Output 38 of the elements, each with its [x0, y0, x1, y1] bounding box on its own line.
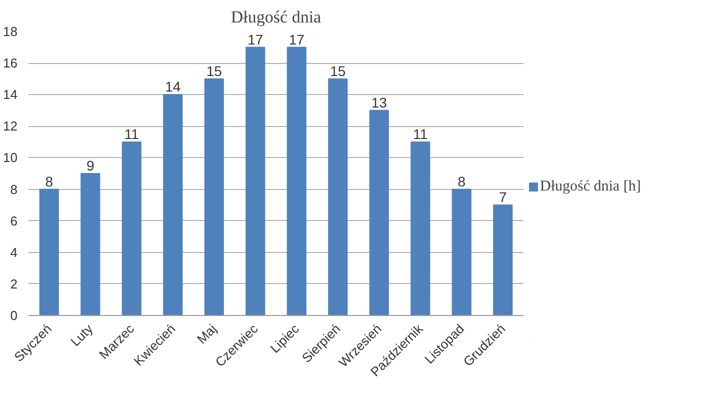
x-tick-label: Maj: [194, 321, 220, 347]
y-tick-label: 10: [3, 150, 18, 166]
bar: [80, 173, 100, 316]
bar: [163, 94, 183, 316]
y-tick-label: 12: [3, 118, 18, 134]
bar: [493, 204, 513, 316]
data-label: 17: [288, 31, 305, 48]
data-label: 14: [165, 78, 181, 95]
data-label: 15: [206, 62, 222, 79]
bar: [452, 188, 472, 316]
data-label: 7: [498, 189, 507, 206]
y-tick-label: 16: [3, 56, 18, 71]
data-label: 8: [458, 173, 466, 190]
bar: [246, 46, 266, 316]
data-label: 9: [86, 158, 94, 174]
bar: [39, 188, 59, 316]
x-tick-label: Luty: [68, 320, 96, 350]
chart-title: Długość dnia: [230, 8, 322, 26]
data-label: 11: [413, 126, 428, 142]
legend-label: Długość dnia [h]: [540, 178, 641, 195]
bar: [410, 141, 430, 316]
bar: [369, 110, 389, 316]
y-tick-label: 14: [3, 87, 18, 102]
bar: [122, 141, 142, 316]
y-tick-label: 18: [3, 24, 18, 39]
y-tick-label: 4: [10, 244, 18, 260]
bar: [286, 46, 306, 316]
data-label: 8: [45, 173, 54, 190]
bar: [328, 78, 348, 316]
data-label: 11: [124, 126, 140, 142]
data-label: 17: [248, 31, 264, 48]
y-tick-label: 2: [10, 276, 18, 292]
bar: [204, 78, 224, 316]
y-tick-label: 8: [10, 182, 18, 197]
data-label: 13: [371, 94, 388, 110]
y-tick-label: 6: [10, 213, 18, 228]
data-label: 15: [330, 62, 346, 79]
y-tick-label: 0: [10, 308, 18, 323]
